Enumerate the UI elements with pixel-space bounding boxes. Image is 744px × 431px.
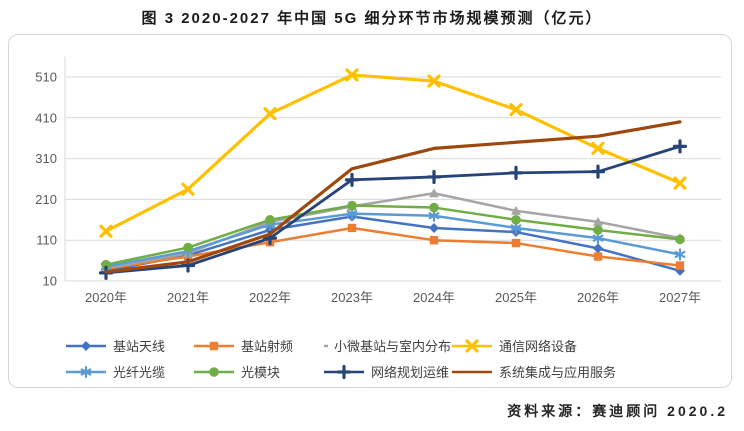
legend-label: 基站射频 (241, 339, 294, 354)
series-marker (674, 248, 686, 261)
series-marker (209, 341, 219, 350)
legend-item: 光纤光缆 (65, 362, 193, 381)
series-marker (511, 205, 521, 215)
legend-item: 通信网络设备 (451, 336, 723, 355)
legend-swatch (194, 366, 234, 377)
series-marker (510, 221, 522, 235)
legend-label: 系统集成与应用服务 (499, 365, 617, 380)
y-tick-label: 510 (35, 70, 57, 85)
series-marker (345, 68, 359, 82)
legend-swatch (194, 341, 234, 350)
series-marker (593, 216, 603, 226)
legend-item: 基站射频 (193, 336, 323, 355)
legend-item: 网络规划运维 (323, 362, 451, 381)
series-marker (263, 107, 277, 121)
x-axis-label: 2020年 (85, 290, 127, 305)
series-marker (336, 364, 352, 379)
legend-item: 基站天线 (65, 336, 193, 355)
legend-label: 光纤光缆 (113, 365, 166, 380)
series-marker (347, 223, 357, 233)
legend-swatch (324, 364, 364, 379)
series-marker (209, 366, 219, 377)
legend-item: 小微基站与室内分布 (323, 336, 451, 355)
chart-area: 10 110 210 310 410 510 2020年 2021年 2022年 2023年 202… (8, 34, 732, 388)
chart-legend: 基站天线 基站射频 小微基站与室内分布 通信网络设备光纤光缆 光模块 网络规划运维 系统集成… (65, 336, 723, 381)
series-line (104, 144, 682, 275)
series-marker (675, 234, 685, 245)
line-chart: 10 110 210 310 410 510 2020年 2021年 2022年 2023年 202… (35, 56, 721, 305)
legend-label: 通信网络设备 (499, 339, 578, 354)
x-axis-label: 2024年 (413, 290, 455, 305)
series-marker (428, 209, 440, 222)
series-marker (675, 261, 685, 270)
source-note: 资料来源：赛迪顾问 2020.2 (507, 403, 728, 419)
series-marker (265, 215, 275, 225)
series-marker (429, 202, 439, 213)
legend-swatch (66, 365, 106, 378)
x-axis-label: 2025年 (495, 290, 537, 305)
y-tick-label: 410 (35, 110, 57, 125)
x-axis-label: 2027年 (659, 290, 701, 305)
legend-label: 光模块 (241, 365, 281, 380)
series-marker (672, 139, 688, 154)
page-title: 图 3 2020-2027 年中国 5G 细分环节市场规模预测（亿元） (141, 10, 603, 27)
x-axis-label: 2022年 (249, 290, 291, 305)
series-marker (101, 259, 111, 270)
y-tick-label: 110 (36, 233, 57, 248)
series-marker (511, 238, 521, 248)
legend-swatch (452, 370, 492, 373)
series-marker (593, 225, 603, 235)
series-marker (465, 338, 479, 353)
series-line (104, 215, 682, 273)
y-tick-label: 310 (35, 151, 57, 166)
series-line (104, 226, 682, 271)
x-axis-label: 2026年 (577, 290, 619, 305)
series-marker (347, 200, 357, 211)
series-marker (80, 365, 92, 378)
legend-swatch (452, 338, 492, 353)
legend-label: 基站天线 (113, 339, 166, 354)
series-marker (99, 224, 113, 238)
series-marker (427, 74, 441, 88)
series-marker (509, 103, 523, 117)
series-marker (590, 164, 606, 179)
y-tick-label: 210 (35, 192, 57, 207)
series-marker (511, 215, 521, 225)
series-marker (591, 141, 605, 156)
series-marker (181, 182, 195, 196)
legend-swatch (66, 340, 106, 351)
series-marker (81, 340, 91, 351)
series-line (104, 120, 682, 274)
legend-label: 网络规划运维 (371, 365, 450, 380)
series-marker (593, 243, 603, 254)
series-marker (673, 176, 687, 190)
series-line (104, 204, 682, 266)
series-marker (429, 188, 439, 198)
y-tick-label: 10 (43, 274, 57, 289)
legend-swatch (324, 344, 328, 347)
legend-label: 小微基站与室内分布 (333, 339, 451, 354)
series-marker (346, 207, 358, 220)
series-marker (344, 172, 360, 187)
series-marker (183, 242, 193, 253)
series-marker (429, 236, 439, 245)
x-axis-label: 2023年 (331, 290, 373, 305)
series-line (104, 73, 682, 233)
series-marker (429, 222, 439, 233)
series-marker (675, 265, 685, 276)
series-marker (592, 232, 604, 245)
x-axis-label: 2021年 (167, 290, 209, 305)
legend-item: 系统集成与应用服务 (451, 362, 723, 381)
series-line (104, 212, 682, 268)
series-marker (508, 165, 524, 180)
series-marker (426, 169, 442, 185)
legend-item: 光模块 (193, 362, 323, 381)
series-marker (593, 252, 603, 261)
